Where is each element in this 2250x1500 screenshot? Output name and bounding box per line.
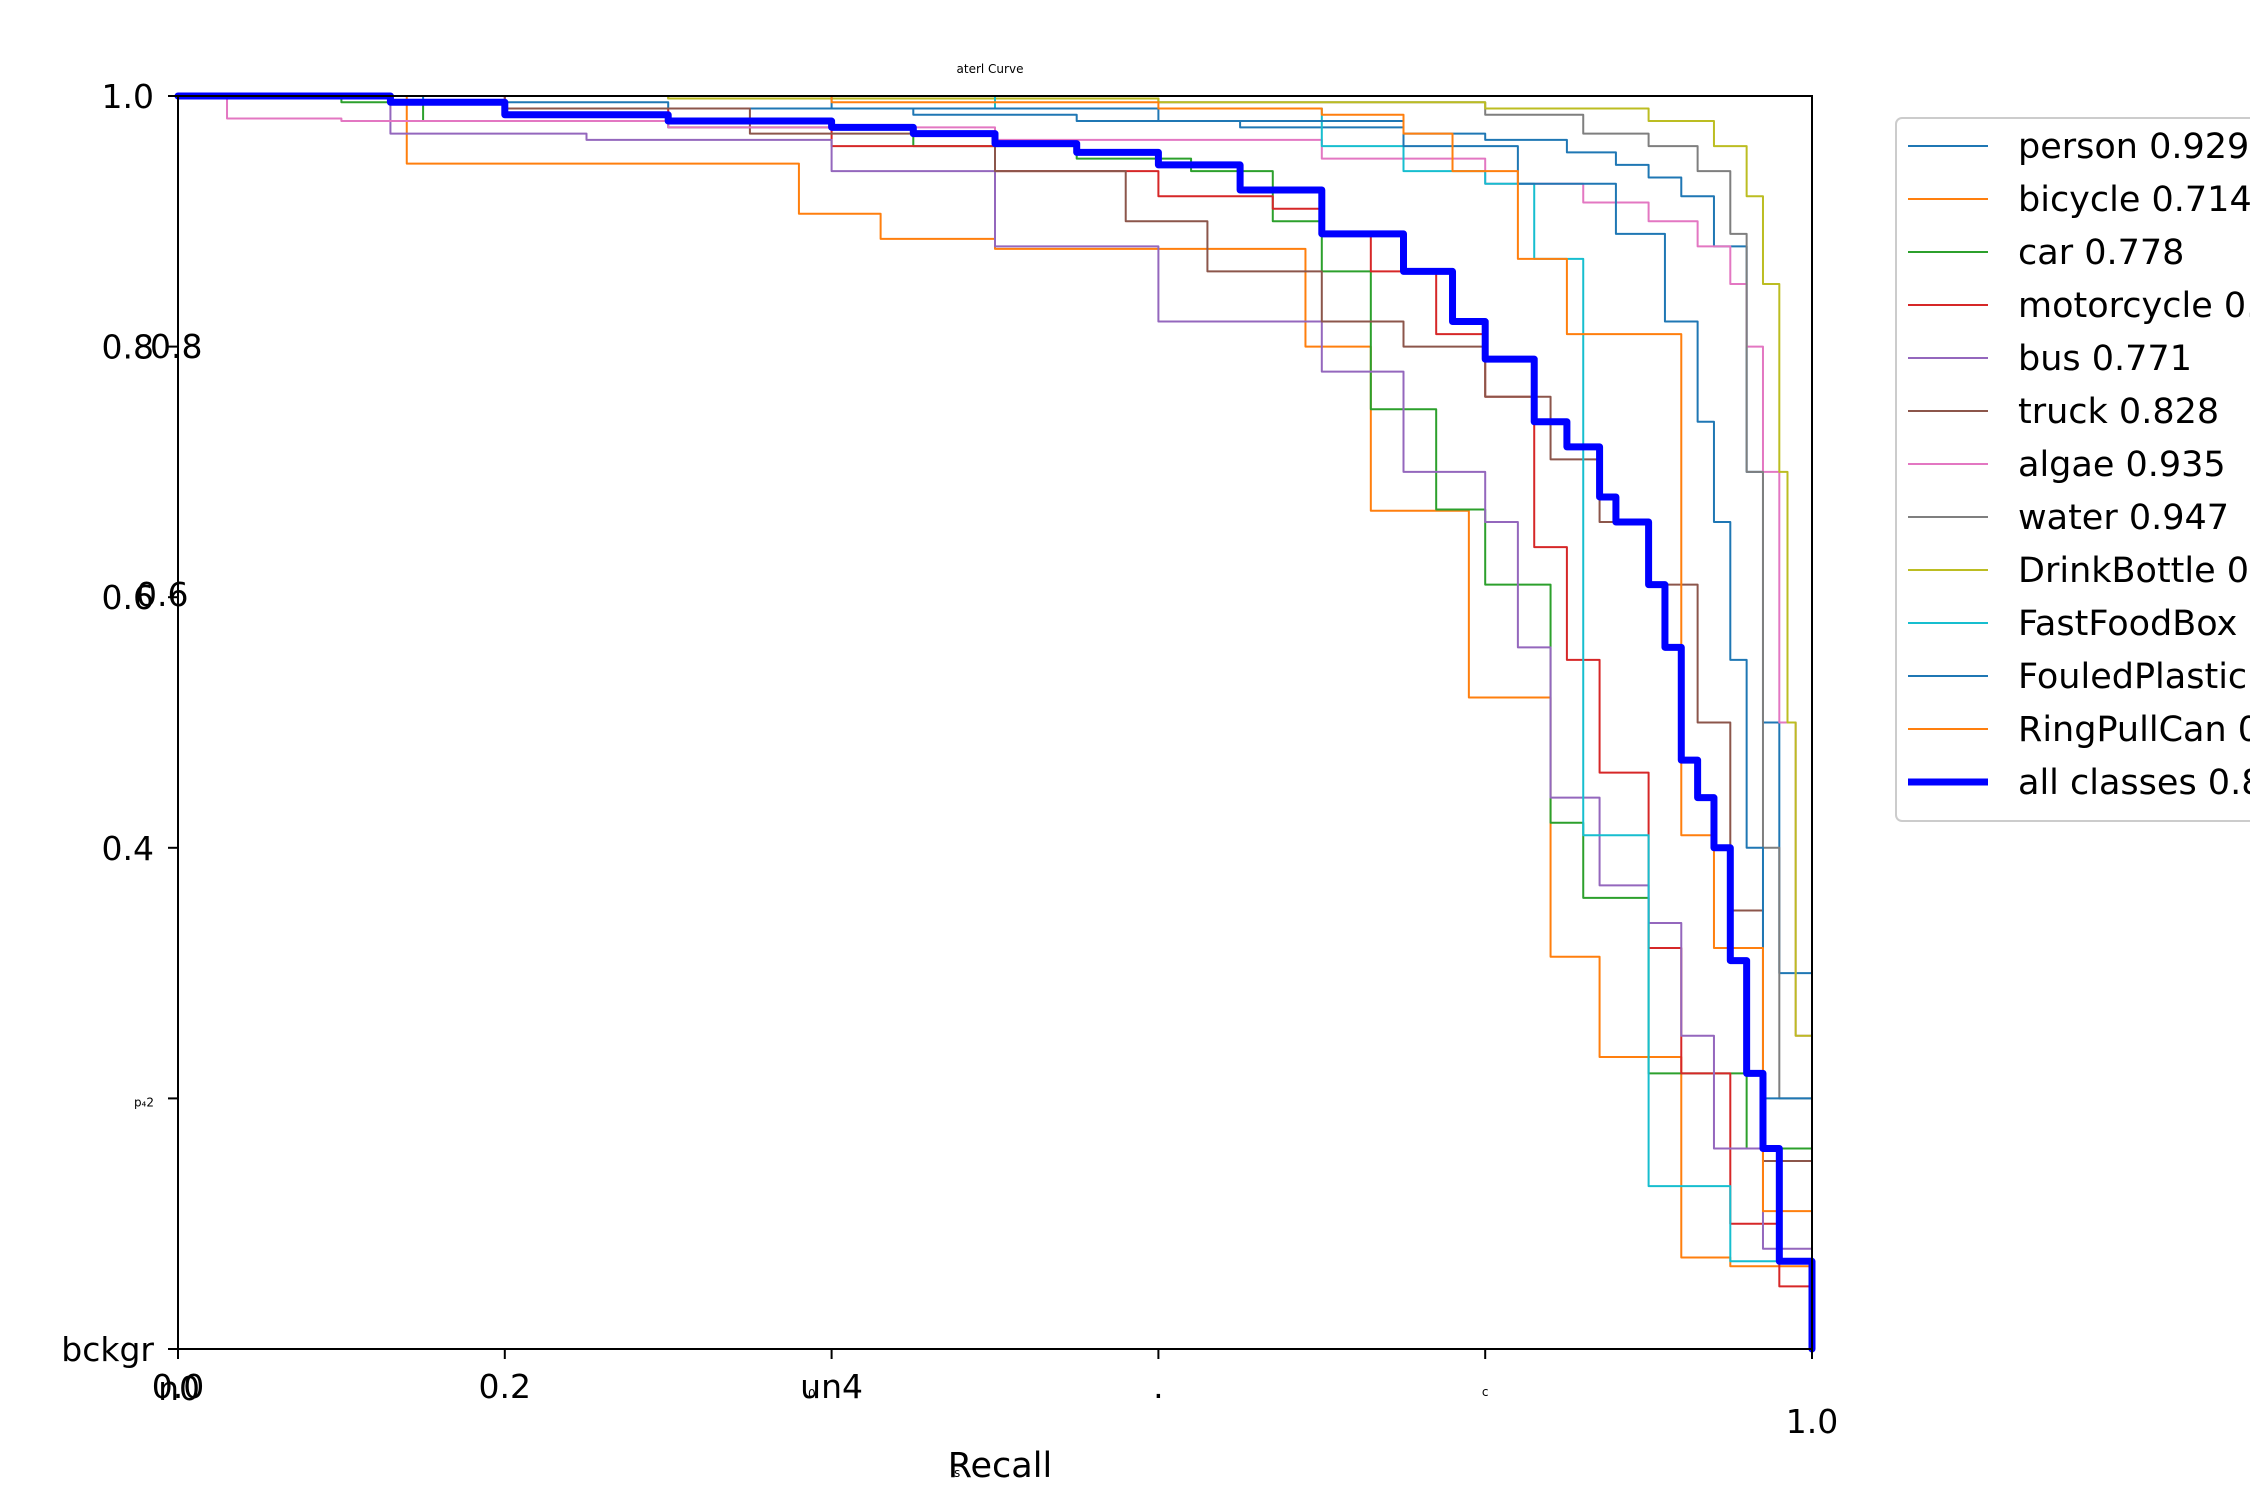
y-tick-label-3: 0.4 [102, 829, 154, 868]
chart-title: aterl Curve [957, 62, 1024, 76]
stray-label-0: n0 [158, 1369, 200, 1408]
series-line-4 [177, 95, 1813, 1350]
x-axis-label: Recall [948, 1446, 1052, 1486]
legend-label-9: FastFoodBox [2018, 604, 2237, 644]
series-line-8 [177, 95, 1813, 1350]
stray-label-3: 0 [808, 1387, 816, 1401]
x-tick-label-0: 0.0 [152, 1367, 204, 1406]
series-line-11 [177, 95, 1813, 1350]
x-tick-label-4: c [1482, 1385, 1489, 1399]
legend-label-5: truck 0.828 [2018, 392, 2219, 432]
stray-label-2: 0.6 [136, 575, 188, 614]
series-layer [174, 92, 1816, 1353]
series-line-10 [177, 95, 1813, 1350]
y-tick-label-1: 0.8 [102, 328, 154, 367]
y-tick-label-5: bckgr [61, 1330, 154, 1369]
legend-label-8: DrinkBottle 0.9 [2018, 551, 2250, 591]
x-tick-label-3: . [1153, 1367, 1164, 1406]
legend-label-6: algae 0.935 [2018, 445, 2226, 485]
legend-label-10: FouledPlastic [2018, 657, 2247, 697]
y-tick-label-0: 1.0 [102, 77, 154, 116]
legend-label-4: bus 0.771 [2018, 339, 2192, 379]
legend: person 0.929 bicycle 0.714 car 0.778 motorc… [1895, 117, 2250, 822]
legend-label-3: motorcycle 0.8 [2018, 286, 2250, 326]
legend-label-2: car 0.778 [2018, 233, 2184, 273]
legend-label-0: person 0.929 [2018, 127, 2249, 167]
y-tick-label-4: p₄2 [134, 1095, 154, 1109]
legend-label-7: water 0.947 [2018, 498, 2229, 538]
x-tick-label-1: 0.2 [479, 1367, 531, 1406]
series-line-12 [174, 92, 1816, 1353]
series-line-1 [177, 95, 1813, 1350]
x-tick-label-5: 1.0 [1786, 1402, 1838, 1441]
legend-label-11: RingPullCan 0 [2018, 710, 2250, 750]
legend-box [1895, 117, 2250, 822]
y-tick-label-2: 0.6 [102, 578, 154, 617]
plot-frame [177, 95, 1813, 1350]
stray-label-4: s [954, 1466, 960, 1480]
legend-label-1: bicycle 0.714 [2018, 180, 2250, 220]
stray-label-1: 0.8 [150, 327, 202, 366]
x-tick-label-2: un4 [800, 1367, 863, 1406]
legend-label-12: all classes 0.8 [2018, 763, 2250, 803]
